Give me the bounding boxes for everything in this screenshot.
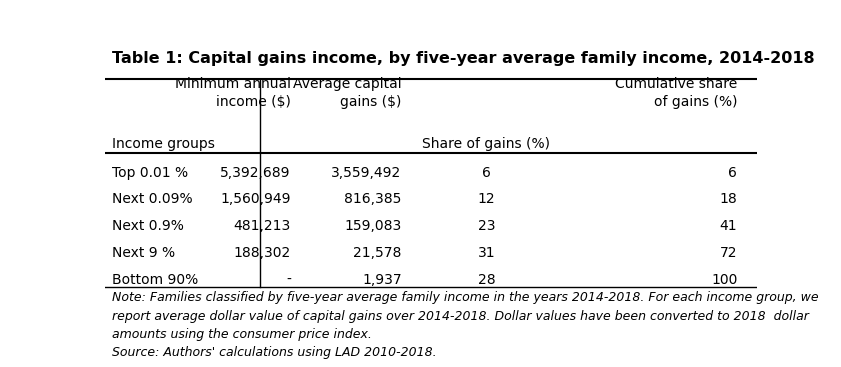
Text: Bottom 90%: Bottom 90% — [112, 273, 198, 287]
Text: 12: 12 — [478, 192, 495, 207]
Text: Table 1: Capital gains income, by five-year average family income, 2014-2018: Table 1: Capital gains income, by five-y… — [112, 51, 814, 66]
Text: 1,560,949: 1,560,949 — [220, 192, 291, 207]
Text: 481,213: 481,213 — [234, 219, 291, 233]
Text: 41: 41 — [720, 219, 738, 233]
Text: 816,385: 816,385 — [344, 192, 402, 207]
Text: 6: 6 — [482, 166, 491, 179]
Text: Note: Families classified by five-year average family income in the years 2014-2: Note: Families classified by five-year a… — [112, 291, 818, 304]
Text: 28: 28 — [478, 273, 495, 287]
Text: Next 9 %: Next 9 % — [112, 246, 175, 260]
Text: amounts using the consumer price index.: amounts using the consumer price index. — [112, 328, 372, 341]
Text: Next 0.09%: Next 0.09% — [112, 192, 193, 207]
Text: 1,937: 1,937 — [362, 273, 402, 287]
Text: Next 0.9%: Next 0.9% — [112, 219, 183, 233]
Text: 21,578: 21,578 — [353, 246, 402, 260]
Text: Minimum annual
income ($): Minimum annual income ($) — [175, 77, 291, 109]
Text: 31: 31 — [478, 246, 495, 260]
Text: 188,302: 188,302 — [234, 246, 291, 260]
Text: 3,559,492: 3,559,492 — [331, 166, 402, 179]
Text: 18: 18 — [720, 192, 738, 207]
Text: Source: Authors' calculations using LAD 2010-2018.: Source: Authors' calculations using LAD … — [112, 346, 436, 359]
Text: 72: 72 — [720, 246, 738, 260]
Text: Top 0.01 %: Top 0.01 % — [112, 166, 188, 179]
Text: 100: 100 — [711, 273, 738, 287]
Text: 159,083: 159,083 — [345, 219, 402, 233]
Text: Income groups: Income groups — [112, 137, 214, 152]
Text: 5,392,689: 5,392,689 — [220, 166, 291, 179]
Text: Share of gains (%): Share of gains (%) — [422, 137, 550, 152]
Text: Average capital
gains ($): Average capital gains ($) — [293, 77, 402, 109]
Text: 6: 6 — [728, 166, 738, 179]
Text: -: - — [286, 273, 291, 287]
Text: report average dollar value of capital gains over 2014-2018. Dollar values have : report average dollar value of capital g… — [112, 310, 808, 323]
Text: Cumulative share
of gains (%): Cumulative share of gains (%) — [615, 77, 738, 109]
Text: 23: 23 — [478, 219, 495, 233]
